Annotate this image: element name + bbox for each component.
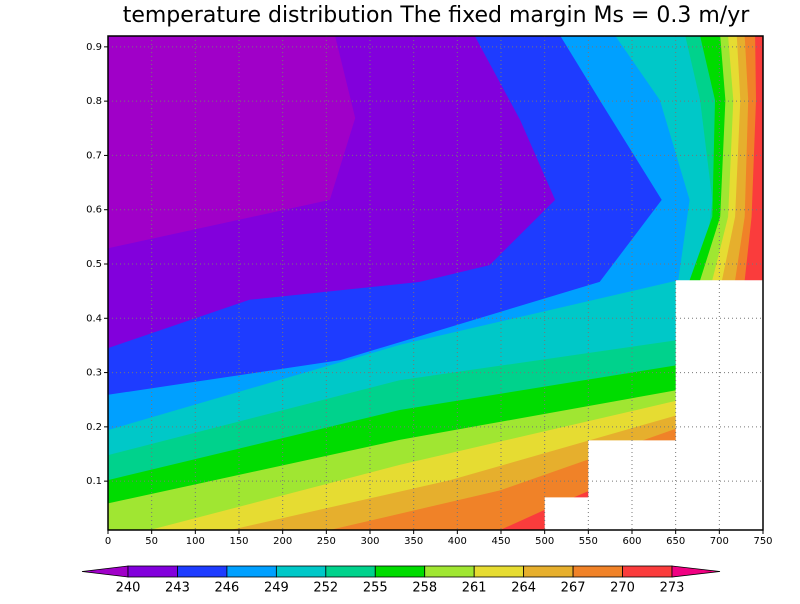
x-tick-label: 350	[404, 536, 423, 547]
colorbar-high	[671, 565, 721, 578]
x-tick-label: 750	[753, 536, 772, 547]
colorbar-label: 246	[214, 581, 239, 596]
colorbar-label: 273	[660, 581, 685, 596]
colorbar-box	[127, 565, 178, 578]
colorbar-label: 249	[264, 581, 289, 596]
y-tick-label: 0.4	[86, 313, 102, 324]
colorbar-label: 264	[511, 581, 536, 596]
y-tick-label: 0.8	[86, 96, 102, 107]
contour-region	[108, 36, 763, 530]
colorbar-box	[275, 565, 327, 578]
colorbar-box	[572, 565, 623, 578]
y-tick-label: 0.5	[86, 259, 102, 270]
colorbar-box	[622, 565, 673, 578]
colorbar-box	[177, 565, 228, 578]
x-tick-label: 0	[105, 536, 111, 547]
colorbar-box	[325, 565, 376, 578]
y-tick-label: 0.2	[86, 422, 102, 433]
axes: 0 50 100 150 200 250 300 350 400 450 500 550 600 650 7…	[86, 35, 773, 547]
colorbar-label: 258	[412, 581, 437, 596]
colorbar-label: 240	[116, 581, 141, 596]
x-tick-label: 100	[186, 536, 205, 547]
missing-area	[544, 280, 763, 530]
y-tick-label: 0.3	[86, 368, 102, 379]
x-tick-label: 650	[666, 536, 685, 547]
y-tick-label: 0.7	[86, 150, 102, 161]
y-tick-label: 0.6	[86, 205, 102, 216]
colorbar-box	[523, 565, 574, 578]
colorbar-box	[226, 565, 277, 578]
colorbar-label: 255	[363, 581, 388, 596]
colorbar-label: 270	[610, 581, 635, 596]
colorbar-low	[81, 565, 129, 578]
x-tick-label: 550	[579, 536, 598, 547]
x-tick-label: 150	[229, 536, 248, 547]
x-tick-label: 400	[448, 536, 467, 547]
x-tick-label: 50	[145, 536, 158, 547]
colorbar-box	[473, 565, 525, 578]
colorbar-box	[424, 565, 475, 578]
x-tick-label: 500	[535, 536, 554, 547]
x-tick-label: 700	[710, 536, 729, 547]
contour-fills	[108, 36, 764, 530]
colorbar-label: 243	[165, 581, 190, 596]
colorbar-label: 261	[462, 581, 487, 596]
y-tick-label: 0.1	[86, 476, 102, 487]
x-tick-label: 600	[622, 536, 641, 547]
colorbar-label: 252	[313, 581, 338, 596]
x-tick-label: 450	[491, 536, 510, 547]
colorbar-box	[374, 565, 426, 578]
colorbar: 240 243 246 249 252 255 258 261 264 267 270 273	[81, 565, 721, 596]
chart-title: temperature distribution The fixed margi…	[123, 3, 751, 28]
y-tick-label: 0.9	[86, 42, 102, 53]
plot-frame	[107, 35, 764, 531]
x-tick-label: 300	[360, 536, 379, 547]
colorbar-label: 267	[561, 581, 586, 596]
x-tick-label: 250	[317, 536, 336, 547]
x-tick-label: 200	[273, 536, 292, 547]
missing-area	[544, 280, 763, 530]
